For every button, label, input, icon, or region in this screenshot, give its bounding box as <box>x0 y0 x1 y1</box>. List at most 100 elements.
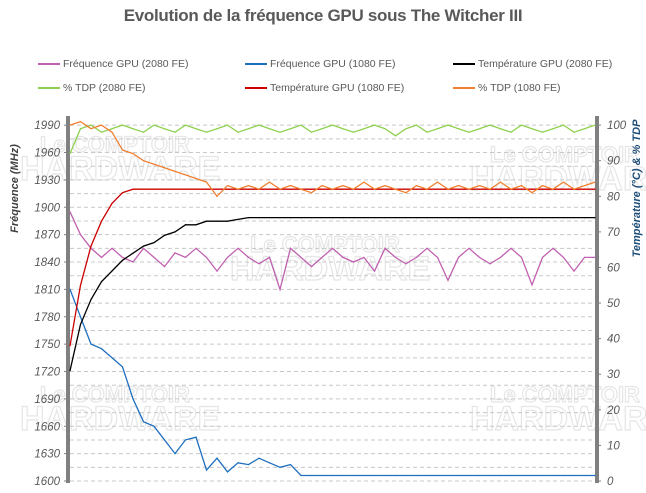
data-point <box>195 224 197 226</box>
data-point <box>163 128 166 130</box>
y2-tick-label: 10 <box>607 440 620 452</box>
data-point <box>132 398 134 400</box>
data-point <box>384 188 386 190</box>
data-point <box>520 185 523 187</box>
legend-swatch <box>453 87 475 89</box>
data-point <box>562 124 565 126</box>
data-point <box>268 128 271 130</box>
data-point <box>195 188 197 190</box>
data-point <box>342 256 344 259</box>
data-point <box>573 270 575 272</box>
data-point <box>142 245 145 247</box>
data-point <box>321 256 323 259</box>
data-point <box>184 174 187 176</box>
data-point <box>247 188 250 190</box>
data-point <box>279 288 281 290</box>
y-tick-label: 1630 <box>34 449 60 461</box>
data-point <box>79 234 82 236</box>
data-point <box>300 124 302 126</box>
legend-label: % TDP (1080 FE) <box>478 82 561 94</box>
data-point <box>447 188 449 190</box>
data-point <box>352 217 355 219</box>
data-point <box>373 270 376 272</box>
data-point <box>562 256 565 259</box>
data-point <box>594 124 596 126</box>
data-point <box>163 188 166 190</box>
data-point <box>289 217 292 219</box>
data-point <box>216 195 218 197</box>
data-point <box>247 463 250 466</box>
data-point <box>174 231 176 233</box>
data-point <box>142 160 145 162</box>
data-point <box>153 188 155 190</box>
legend-item: Fréquence GPU (2080 FE) <box>38 58 188 70</box>
data-point <box>226 256 229 259</box>
data-point <box>331 124 334 126</box>
data-point <box>268 217 271 219</box>
data-point <box>457 188 460 190</box>
data-point <box>373 124 376 126</box>
data-point <box>321 217 323 219</box>
data-point <box>111 131 113 133</box>
data-point <box>468 247 470 249</box>
data-point <box>520 124 523 126</box>
data-point <box>562 181 565 183</box>
data-point <box>510 217 512 219</box>
data-point <box>426 131 428 133</box>
data-point <box>541 185 544 187</box>
data-point <box>415 188 418 190</box>
y2-tick-label: 60 <box>607 262 620 274</box>
data-point <box>142 247 145 249</box>
data-point <box>342 217 344 219</box>
data-point <box>258 217 260 219</box>
data-point <box>300 188 302 190</box>
data-point <box>184 224 187 226</box>
data-point <box>436 188 439 190</box>
data-point <box>426 474 428 477</box>
data-point <box>79 120 82 123</box>
legend-label: Température GPU (1080 FE) <box>270 82 405 94</box>
data-point <box>121 259 124 261</box>
data-point <box>436 217 439 219</box>
data-point <box>489 474 491 477</box>
data-point <box>531 192 533 194</box>
legend-item: Température GPU (1080 FE) <box>245 82 404 94</box>
data-point <box>258 188 260 190</box>
data-point <box>457 128 460 130</box>
data-point <box>310 192 313 194</box>
legend-swatch <box>245 87 267 89</box>
data-point <box>121 192 124 194</box>
data-point <box>594 217 596 219</box>
data-point <box>153 124 155 126</box>
data-point <box>520 256 523 259</box>
y2-tick-label: 20 <box>606 405 620 417</box>
data-point <box>226 185 229 187</box>
data-point <box>573 474 575 477</box>
legend-item: % TDP (2080 FE) <box>38 82 145 94</box>
data-point <box>100 348 103 350</box>
data-point <box>363 474 365 477</box>
data-point <box>499 181 502 183</box>
data-point <box>531 474 533 477</box>
data-point <box>510 131 512 133</box>
data-point <box>447 279 449 281</box>
data-point <box>142 188 145 190</box>
data-point <box>352 188 355 190</box>
data-point <box>174 131 176 133</box>
data-point <box>541 256 544 259</box>
data-point <box>184 188 187 190</box>
data-point <box>342 185 344 187</box>
data-point <box>352 474 355 477</box>
data-point <box>331 217 334 219</box>
data-point <box>163 439 166 441</box>
data-point <box>237 131 239 133</box>
data-point <box>132 252 134 254</box>
data-point <box>268 462 271 464</box>
data-point <box>90 245 92 247</box>
data-point <box>478 217 481 219</box>
data-point <box>142 421 145 423</box>
data-point <box>394 217 397 219</box>
data-point <box>153 425 155 427</box>
data-point <box>415 217 418 219</box>
